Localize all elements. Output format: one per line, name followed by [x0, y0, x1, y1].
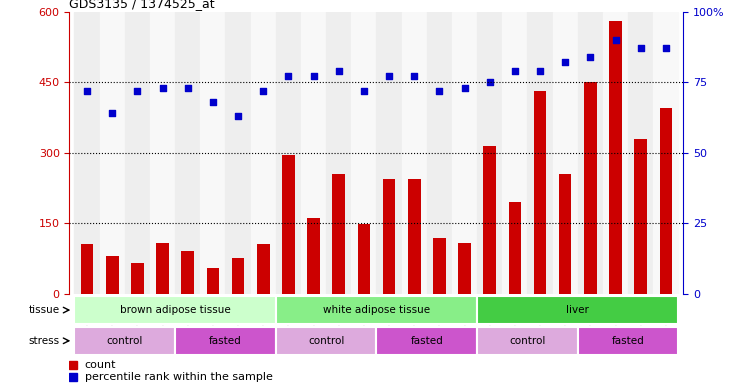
- Bar: [528, 12, 553, 294]
- Bar: [509, 202, 521, 294]
- Bar: [175, 327, 276, 355]
- Point: [610, 36, 621, 43]
- Bar: [225, 12, 251, 294]
- Text: fasted: fasted: [209, 336, 242, 346]
- Text: control: control: [308, 336, 344, 346]
- Bar: [502, 12, 528, 294]
- Bar: [408, 179, 420, 294]
- Point: [409, 73, 420, 79]
- Bar: [534, 91, 546, 294]
- Bar: [458, 243, 471, 294]
- Point: [484, 79, 496, 85]
- Bar: [181, 252, 194, 294]
- Bar: [654, 12, 678, 294]
- Bar: [307, 218, 320, 294]
- Bar: [477, 296, 678, 324]
- Point: [283, 73, 295, 79]
- Point: [383, 73, 395, 79]
- Text: control: control: [107, 336, 143, 346]
- Bar: [99, 12, 125, 294]
- Text: stress: stress: [29, 336, 59, 346]
- Bar: [150, 12, 175, 294]
- Bar: [553, 12, 577, 294]
- Bar: [75, 327, 175, 355]
- Text: brown adipose tissue: brown adipose tissue: [120, 305, 230, 315]
- Bar: [357, 224, 370, 294]
- Bar: [326, 12, 352, 294]
- Bar: [276, 327, 376, 355]
- Bar: [257, 244, 270, 294]
- Bar: [427, 12, 452, 294]
- Bar: [609, 21, 622, 294]
- Bar: [75, 12, 99, 294]
- Point: [660, 45, 672, 51]
- Point: [107, 110, 118, 116]
- Point: [559, 59, 571, 65]
- Point: [308, 73, 319, 79]
- Bar: [577, 12, 603, 294]
- Bar: [401, 12, 427, 294]
- Bar: [452, 12, 477, 294]
- Bar: [106, 256, 118, 294]
- Point: [156, 84, 168, 91]
- Bar: [483, 146, 496, 294]
- Bar: [376, 327, 477, 355]
- Text: count: count: [85, 360, 116, 370]
- Bar: [433, 238, 446, 294]
- Text: white adipose tissue: white adipose tissue: [323, 305, 430, 315]
- Bar: [628, 12, 654, 294]
- Bar: [301, 12, 326, 294]
- Bar: [80, 244, 94, 294]
- Bar: [75, 296, 276, 324]
- Bar: [333, 174, 345, 294]
- Bar: [577, 327, 678, 355]
- Bar: [251, 12, 276, 294]
- Bar: [659, 108, 673, 294]
- Bar: [276, 296, 477, 324]
- Bar: [376, 12, 401, 294]
- Bar: [156, 243, 169, 294]
- Bar: [603, 12, 628, 294]
- Bar: [477, 327, 577, 355]
- Bar: [635, 139, 647, 294]
- Point: [534, 68, 546, 74]
- Point: [458, 84, 470, 91]
- Text: percentile rank within the sample: percentile rank within the sample: [85, 372, 273, 382]
- Point: [182, 84, 194, 91]
- Point: [207, 99, 219, 105]
- Bar: [175, 12, 200, 294]
- Bar: [383, 179, 395, 294]
- Point: [585, 54, 596, 60]
- Point: [232, 113, 244, 119]
- Point: [433, 88, 445, 94]
- Text: fasted: fasted: [410, 336, 443, 346]
- Point: [257, 88, 269, 94]
- Point: [132, 88, 143, 94]
- Bar: [352, 12, 376, 294]
- Text: GDS3135 / 1374525_at: GDS3135 / 1374525_at: [69, 0, 215, 10]
- Point: [509, 68, 520, 74]
- Bar: [200, 12, 225, 294]
- Bar: [584, 82, 596, 294]
- Point: [333, 68, 344, 74]
- Point: [635, 45, 646, 51]
- Bar: [207, 268, 219, 294]
- Point: [358, 88, 370, 94]
- Bar: [276, 12, 301, 294]
- Bar: [232, 258, 244, 294]
- Text: liver: liver: [567, 305, 589, 315]
- Text: fasted: fasted: [612, 336, 645, 346]
- Bar: [559, 174, 572, 294]
- Bar: [125, 12, 150, 294]
- Text: tissue: tissue: [29, 305, 59, 315]
- Bar: [282, 155, 295, 294]
- Point: [81, 88, 93, 94]
- Text: control: control: [510, 336, 545, 346]
- Bar: [477, 12, 502, 294]
- Bar: [131, 263, 144, 294]
